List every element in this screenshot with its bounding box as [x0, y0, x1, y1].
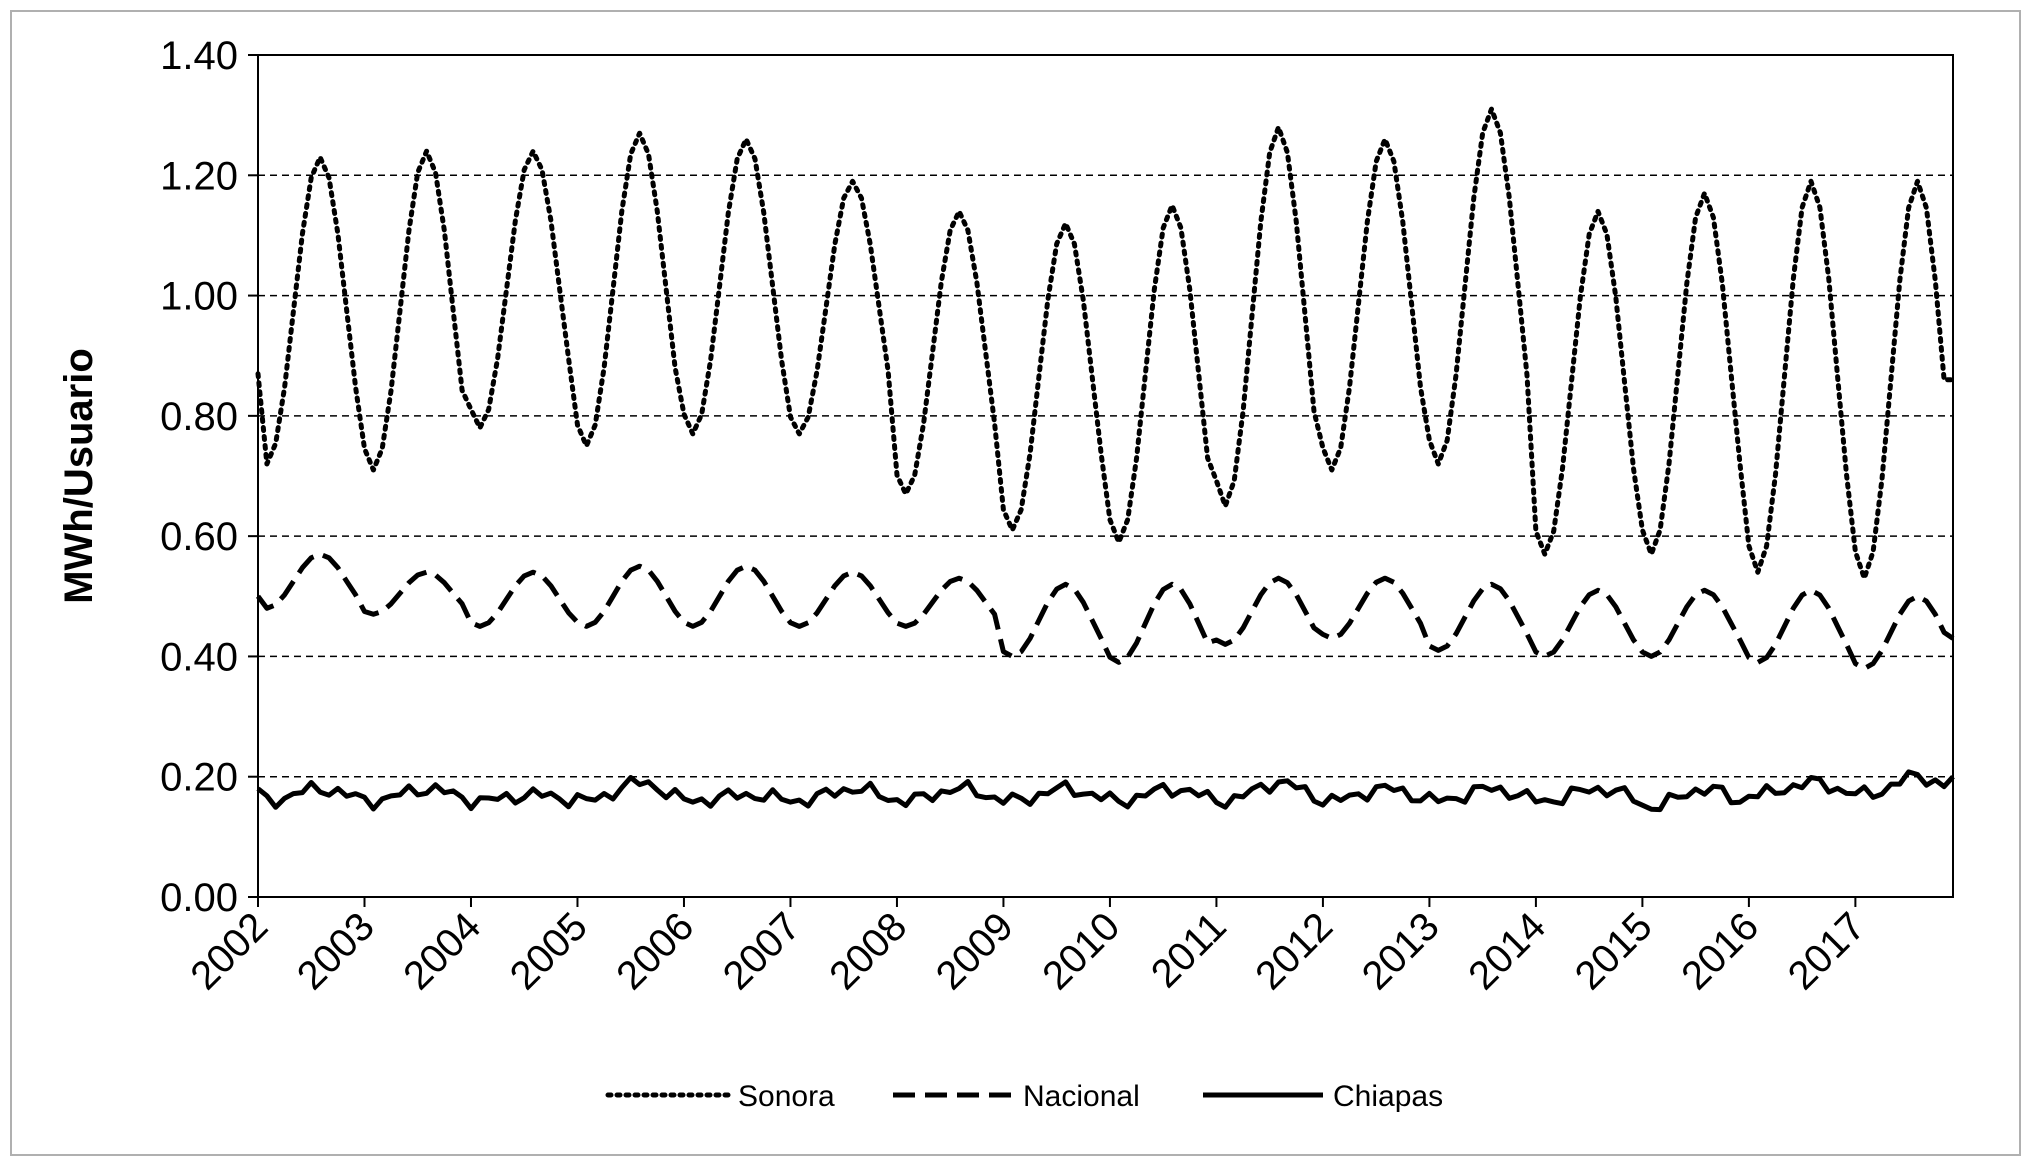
- series-line-nacional: [255, 551, 1955, 671]
- legend-label-chiapas: Chiapas: [1333, 1080, 1443, 1113]
- legend-label-sonora: Sonora: [738, 1080, 835, 1113]
- series-line-chiapas: [256, 769, 1955, 813]
- y-tick-label: 0.80: [160, 395, 238, 439]
- y-tick-label: 0.40: [160, 635, 238, 679]
- x-tick-label: 2010: [1034, 904, 1128, 998]
- x-tick-label: 2004: [395, 904, 489, 998]
- plot-area: [257, 54, 1954, 898]
- y-tick-label: 1.00: [160, 275, 238, 319]
- x-axis-ticks: 2002 2003 2004 2005 2006 2007 2008 2009 2010 2011…: [182, 897, 1874, 998]
- y-tick-label: 0.00: [160, 876, 238, 920]
- series-layer: [255, 106, 1956, 813]
- x-tick-label: 2012: [1247, 904, 1341, 998]
- legend: Sonora Nacional Chiapas: [605, 1080, 1443, 1113]
- x-tick-label: 2003: [289, 904, 383, 998]
- y-axis-ticks: 0.00 0.20 0.40 0.60 0.80 1.00 1.20 1.40: [160, 34, 258, 920]
- y-tick-label: 1.20: [160, 154, 238, 198]
- x-tick-label: 2017: [1780, 904, 1874, 998]
- x-tick-label: 2005: [502, 904, 596, 998]
- legend-label-nacional: Nacional: [1023, 1080, 1140, 1113]
- y-tick-label: 0.60: [160, 515, 238, 559]
- y-tick-label: 0.20: [160, 756, 238, 800]
- x-tick-label: 2014: [1460, 904, 1554, 998]
- y-tick-label: 1.40: [160, 34, 238, 78]
- x-tick-label: 2008: [821, 904, 915, 998]
- y-axis-title: MWh/Usuario: [57, 348, 101, 604]
- x-tick-label: 2011: [1143, 904, 1235, 996]
- x-tick-label: 2009: [928, 904, 1022, 998]
- x-tick-label: 2016: [1673, 904, 1767, 998]
- x-tick-label: 2015: [1567, 904, 1661, 998]
- x-tick-label: 2006: [608, 904, 702, 998]
- x-tick-label: 2007: [715, 904, 809, 998]
- series-line-sonora: [255, 106, 1956, 581]
- x-tick-label: 2013: [1354, 904, 1448, 998]
